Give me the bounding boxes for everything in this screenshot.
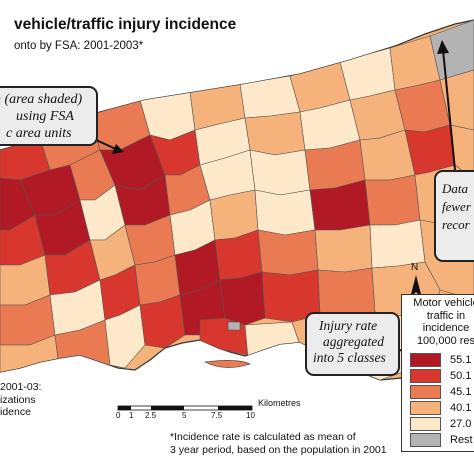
legend-label: 50.1: [450, 370, 472, 382]
north-arrow-icon: [410, 275, 422, 298]
legend-label: 27.0: [450, 418, 472, 430]
fsa-region: [249, 149, 311, 196]
legend-item: 55.1: [410, 353, 474, 369]
legend-label: 55.1: [450, 354, 472, 366]
legend-item: 27.0: [410, 417, 474, 433]
scale-tick-label: 1: [129, 411, 134, 420]
side-note-line: idence: [0, 406, 31, 418]
fsa-region: [244, 321, 301, 359]
callout-arrowhead-left: [112, 144, 124, 154]
legend-item: 40.1: [410, 401, 474, 417]
callout-line: fewer: [442, 199, 471, 214]
callout-line: Injury rate: [319, 318, 378, 333]
map-subtitle: onto by FSA: 2001-2003*: [14, 40, 144, 52]
side-note-line: izations: [0, 393, 36, 406]
side-note-line: 2001-03:: [0, 381, 42, 393]
scale-tick-label: 10: [246, 411, 255, 420]
callout-line: using FSA: [16, 109, 74, 124]
legend-swatch: [410, 385, 441, 399]
fsa-region: [257, 229, 319, 276]
map-legend: Motor vehicle traffic in incidence 100,0…: [401, 294, 474, 452]
scale-bar: [117, 405, 253, 411]
callout-line: aggregated: [323, 334, 384, 349]
fsa-region: [254, 189, 316, 236]
fsa-region: [219, 271, 266, 326]
footnote: *Incidence rate is calculated as mean of…: [170, 431, 387, 456]
fsa-region: [429, 20, 474, 81]
callout-line: c area units: [6, 126, 72, 141]
scale-tick-label: 7.5: [211, 411, 223, 420]
fsa-region: [364, 174, 421, 226]
legend-swatch: [410, 369, 441, 383]
fsa-region: [239, 75, 301, 119]
legend-swatch: [410, 417, 441, 431]
scale-tick-label: 0: [116, 411, 121, 420]
fsa-region: [369, 219, 426, 269]
callout-line: recor: [442, 217, 470, 232]
callout-line: h (area shaded): [0, 92, 83, 107]
callout-arrow-right: [442, 49, 456, 171]
legend-title-line: Motor vehicle: [413, 297, 474, 309]
legend-item: Rest: [410, 433, 474, 449]
map-title: vehicle/traffic injury incidence: [14, 16, 237, 33]
footnote-line: 3 year period, based on the population i…: [170, 443, 387, 456]
legend-title-line: 100,000 res: [416, 334, 474, 347]
legend-item: 50.1: [410, 369, 474, 385]
legend-swatch: [410, 433, 441, 447]
legend-title-line: incidence: [422, 322, 470, 334]
scale-tick-label: 5: [182, 411, 187, 420]
legend-label: Rest: [450, 434, 473, 446]
scale-tick-label: 2.5: [145, 411, 157, 420]
callout-arrowhead-right: [437, 40, 449, 54]
footnote-line: *Incidence rate is calculated as mean of: [170, 431, 356, 443]
legend-item: 45.1: [410, 385, 474, 401]
callout-line: Data: [442, 181, 468, 196]
restricted-area: [227, 321, 241, 331]
callout-shaded-area: h (area shaded) using FSA c area units: [0, 86, 98, 146]
fsa-region: [314, 224, 373, 273]
callout-injury-rate: Injury rate aggregated into 5 classes: [305, 312, 400, 376]
north-label: N: [411, 262, 419, 273]
callout-line: into 5 classes: [313, 350, 386, 365]
legend-label: 45.1: [450, 386, 472, 398]
legend-label: 40.1: [450, 402, 472, 414]
scale-unit-label: Kilometres: [258, 398, 301, 408]
fsa-region: [244, 111, 306, 156]
toronto-islands: [203, 360, 251, 368]
fsa-region: [317, 267, 376, 319]
legend-title-line: traffic in: [426, 309, 466, 322]
legend-swatch: [410, 401, 441, 415]
side-note: 2001-03: izations idence: [0, 381, 41, 419]
legend-swatch: [410, 353, 441, 367]
legend-title: Motor vehicle traffic in incidence 100,0…: [402, 295, 474, 347]
callout-restricted-data: Data fewer recor: [434, 170, 474, 262]
fsa-region: [199, 317, 249, 356]
